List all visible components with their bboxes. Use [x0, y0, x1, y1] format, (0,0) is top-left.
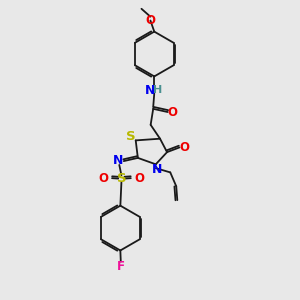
Text: O: O [167, 106, 177, 118]
Text: O: O [179, 141, 189, 154]
Text: O: O [134, 172, 144, 185]
Text: S: S [126, 130, 136, 143]
Text: F: F [117, 260, 125, 273]
Text: H: H [154, 85, 163, 95]
Text: N: N [152, 163, 162, 176]
Text: O: O [98, 172, 109, 185]
Text: S: S [117, 172, 126, 185]
Text: N: N [144, 84, 155, 97]
Text: O: O [146, 14, 155, 27]
Text: N: N [112, 154, 123, 167]
